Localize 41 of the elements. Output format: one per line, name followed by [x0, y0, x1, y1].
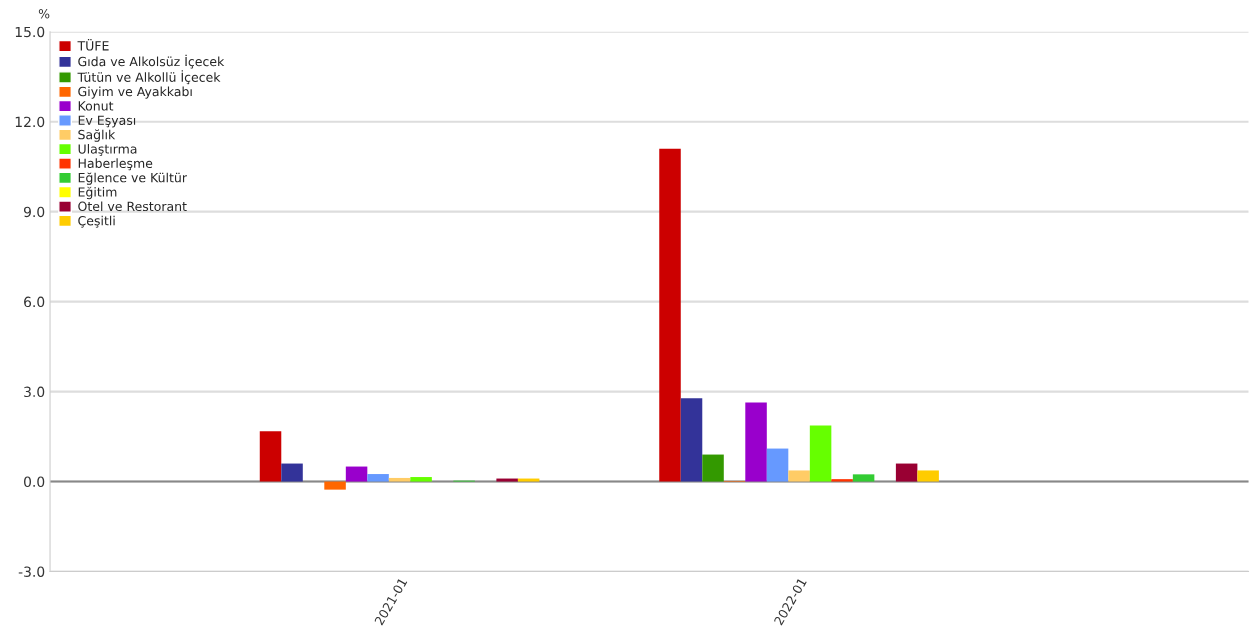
bar	[809, 425, 832, 482]
legend-label: Ulaştırma	[78, 143, 137, 156]
bar	[345, 466, 368, 482]
bar	[496, 478, 518, 482]
legend-label: Eğitim	[78, 186, 117, 200]
y-tick-label: 12.0	[15, 116, 45, 128]
bar	[367, 474, 389, 482]
bar	[895, 463, 918, 482]
legend-label: Eğlence ve Kültür	[78, 172, 187, 185]
legend-label: Gıda ve Alkolsüz İçecek	[78, 54, 225, 69]
bar	[659, 148, 681, 482]
y-tick-label: 6.0	[24, 296, 45, 308]
y-tick-label: 15.0	[15, 26, 45, 38]
bar	[702, 454, 724, 482]
legend-label: Otel ve Restorant	[78, 201, 187, 212]
legend-label: Sağlık	[78, 129, 116, 142]
bar	[324, 481, 346, 490]
legend-label: Haberleşme	[78, 158, 153, 171]
bar	[917, 470, 939, 482]
bar	[831, 479, 853, 482]
bar	[766, 448, 789, 482]
bar	[388, 477, 411, 482]
bar	[410, 477, 432, 482]
bar	[259, 431, 282, 482]
legend-label: Giyim ve Ayakkabı	[78, 86, 192, 99]
bar	[788, 470, 810, 482]
y-axis-title: %	[38, 9, 50, 19]
bar	[852, 474, 875, 482]
legend-label: Tütün ve Alkollü İçecek	[77, 70, 221, 85]
bar	[680, 398, 703, 482]
bar	[517, 478, 540, 482]
y-tick-label: 3.0	[24, 386, 45, 398]
legend-label: Konut	[78, 101, 114, 111]
legend-label: TÜFE	[77, 38, 109, 51]
bar	[281, 463, 303, 482]
y-tick-label: 9.0	[23, 206, 45, 218]
y-tick-label: 0.0	[24, 476, 45, 488]
bar	[745, 402, 767, 482]
legend-label: Ev Eşyası	[78, 115, 136, 128]
legend-label: Çeşitli	[78, 215, 115, 228]
y-tick-label: -3.0	[18, 566, 45, 577]
